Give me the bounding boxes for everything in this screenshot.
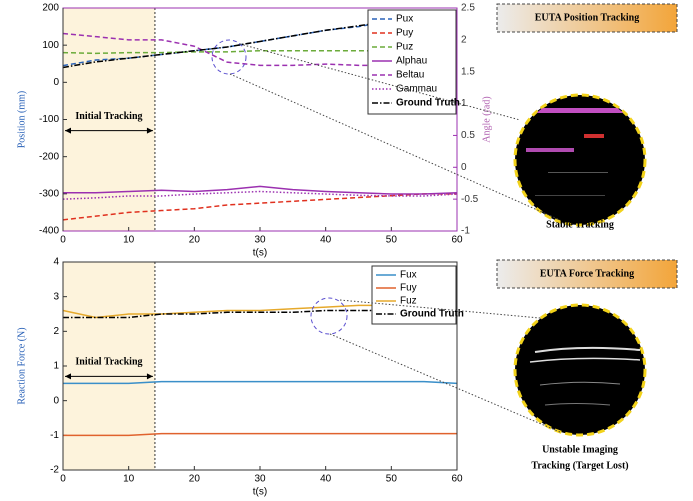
y2-tick-label: -0.5 — [461, 194, 479, 205]
y-axis-label: Reaction Force (N) — [16, 327, 27, 404]
x-tick-label: 50 — [386, 474, 398, 485]
legend-label: Fux — [400, 270, 417, 281]
y-tick-label: 100 — [42, 40, 59, 51]
x-tick-label: 40 — [320, 474, 332, 485]
y-tick-label: -300 — [39, 188, 59, 199]
y2-tick-label: 2.5 — [461, 3, 475, 14]
y-axis-label: Position (mm) — [16, 91, 27, 149]
x-tick-label: 20 — [189, 474, 201, 485]
y2-tick-label: 0 — [461, 162, 467, 173]
y-tick-label: -200 — [39, 151, 59, 162]
x-tick-label: 40 — [320, 235, 332, 246]
x-tick-label: 30 — [254, 474, 266, 485]
x-axis-label: t(s) — [253, 248, 267, 259]
x-tick-label: 30 — [254, 235, 266, 246]
x-axis-label: t(s) — [253, 487, 267, 498]
legend-label: Puz — [396, 42, 413, 53]
x-tick-label: 50 — [386, 235, 398, 246]
inset-caption: Unstable Imaging — [542, 444, 618, 455]
legend-label: Ground Truth — [396, 98, 460, 109]
x-tick-label: 0 — [60, 235, 66, 246]
legend-label: Gammau — [396, 84, 437, 95]
legend-label: Fuz — [400, 296, 417, 307]
y-tick-label: -100 — [39, 114, 59, 125]
legend-label: Pux — [396, 14, 413, 25]
y2-tick-label: 0.5 — [461, 130, 475, 141]
inset-title: EUTA Position Tracking — [535, 12, 639, 23]
inset-caption: Tracking (Target Lost) — [531, 460, 628, 471]
inset-image — [515, 305, 645, 435]
inset-caption: Stable Tracking — [546, 219, 614, 230]
y2-axis-label: Angle (rad) — [481, 96, 492, 142]
annotation: Initial Tracking — [75, 357, 142, 368]
x-tick-label: 0 — [60, 474, 66, 485]
inset-title: EUTA Force Tracking — [540, 268, 634, 279]
y-tick-label: 1 — [53, 361, 59, 372]
y2-tick-label: 1 — [461, 98, 467, 109]
y-tick-label: 3 — [53, 291, 59, 302]
legend-label: Puy — [396, 28, 413, 39]
legend-label: Ground Truth — [400, 309, 464, 320]
legend-label: Beltau — [396, 70, 424, 81]
y-tick-label: 2 — [53, 326, 59, 337]
x-tick-label: 10 — [123, 235, 135, 246]
x-tick-label: 60 — [451, 474, 463, 485]
legend-label: Fuy — [400, 283, 417, 294]
y-tick-label: 0 — [53, 77, 59, 88]
y-tick-label: 0 — [53, 395, 59, 406]
y-tick-label: -400 — [39, 226, 59, 237]
annotation: Initial Tracking — [75, 111, 142, 122]
y2-tick-label: 1.5 — [461, 66, 475, 77]
x-tick-label: 60 — [451, 235, 463, 246]
y-tick-label: -1 — [50, 430, 59, 441]
y-tick-label: 4 — [53, 257, 59, 268]
y2-tick-label: 2 — [461, 34, 467, 45]
x-tick-label: 20 — [189, 235, 201, 246]
inset-image — [515, 95, 645, 225]
figure: EUTA Position Tracking Stable Tracking E… — [0, 0, 693, 501]
legend-label: Alphau — [396, 56, 427, 67]
y-tick-label: 200 — [42, 3, 59, 14]
y-tick-label: -2 — [50, 465, 59, 476]
x-tick-label: 10 — [123, 474, 135, 485]
